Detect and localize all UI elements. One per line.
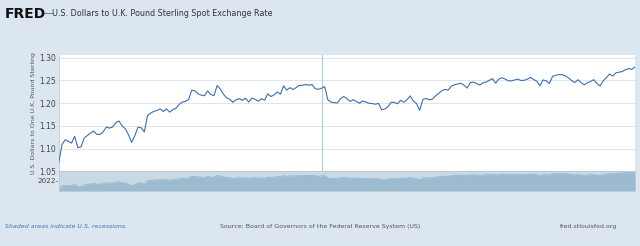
Text: FRED: FRED xyxy=(5,7,46,20)
Text: Shaded areas indicate U.S. recessions.: Shaded areas indicate U.S. recessions. xyxy=(5,224,127,229)
Text: fred.stlouisfed.org: fred.stlouisfed.org xyxy=(560,224,618,229)
Text: Source: Board of Governors of the Federal Reserve System (US): Source: Board of Governors of the Federa… xyxy=(220,224,420,229)
Text: —: — xyxy=(44,9,53,18)
Text: U.S. Dollars to U.K. Pound Sterling Spot Exchange Rate: U.S. Dollars to U.K. Pound Sterling Spot… xyxy=(52,9,273,18)
Y-axis label: U.S. Dollars to One U.K. Pound Sterling: U.S. Dollars to One U.K. Pound Sterling xyxy=(31,52,36,174)
